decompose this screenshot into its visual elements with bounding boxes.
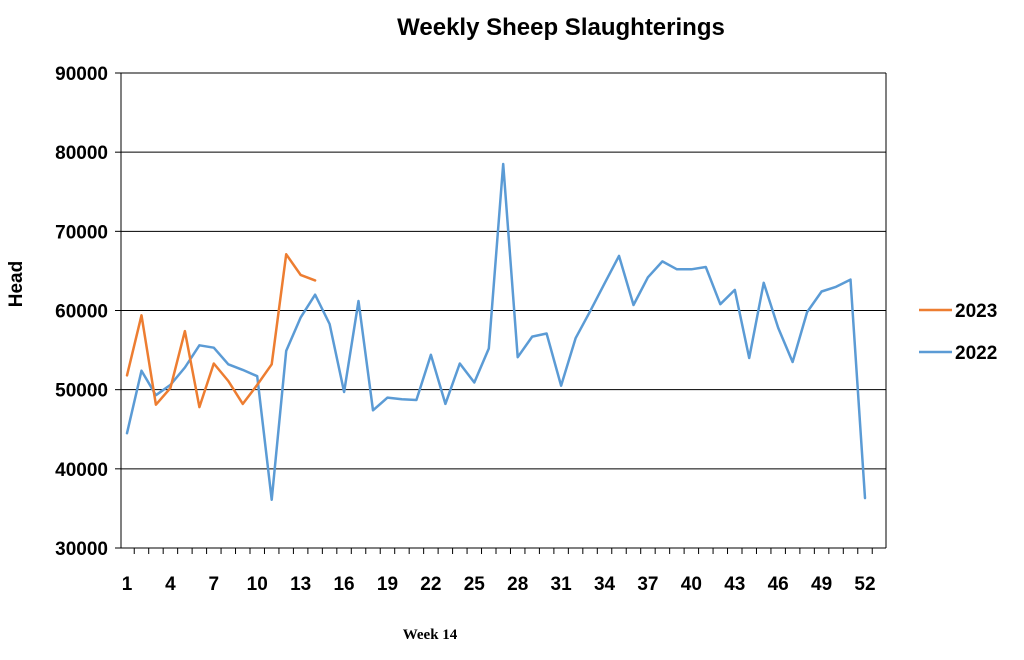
x-tick-label: 13: [290, 574, 311, 595]
y-tick-label: 30000: [55, 539, 108, 560]
chart-title: Weekly Sheep Slaughterings: [397, 14, 725, 41]
series-lines: [125, 162, 867, 501]
x-tick-label: 25: [464, 574, 486, 595]
y-tick-label: 50000: [55, 381, 108, 402]
axes: [115, 72, 887, 554]
x-tick-label: 46: [768, 574, 789, 595]
x-tick-label: 10: [247, 574, 268, 595]
x-tick-label: 34: [594, 574, 616, 595]
x-tick-labels: 1 4 7 10 13 16 19 22 25 28 31 34 37 40 43 46 49 52: [122, 574, 876, 595]
legend-label-2023: 2023: [955, 301, 997, 322]
legend-label-2022: 2022: [955, 343, 997, 364]
footnote: Week 14: [403, 627, 458, 643]
x-tick-label: 16: [333, 574, 354, 595]
y-tick-label: 40000: [55, 460, 108, 481]
x-tick-label: 43: [724, 574, 745, 595]
x-tick-label: 52: [854, 574, 875, 595]
x-tick-label: 49: [811, 574, 832, 595]
x-tick-label: 4: [165, 574, 176, 595]
series-line-2023: [125, 253, 317, 409]
gridlines: [121, 72, 886, 470]
x-tick-label: 28: [507, 574, 528, 595]
x-tick-label: 19: [377, 574, 398, 595]
y-tick-label: 90000: [55, 64, 108, 85]
x-tick-label: 37: [637, 574, 658, 595]
series-line-2022: [125, 162, 867, 501]
y-tick-label: 60000: [55, 302, 108, 323]
y-axis-label: Head: [6, 261, 27, 307]
x-tick-label: 7: [209, 574, 220, 595]
x-tick-label: 40: [681, 574, 702, 595]
x-tick-label: 22: [420, 574, 441, 595]
y-tick-label: 80000: [55, 143, 108, 164]
x-tick-label: 1: [122, 574, 133, 595]
y-tick-labels: 30000 40000 50000 60000 70000 80000 90000: [55, 64, 108, 560]
legend: 2023 2022: [919, 301, 997, 364]
x-tick-label: 31: [551, 574, 573, 595]
y-tick-label: 70000: [55, 222, 108, 243]
